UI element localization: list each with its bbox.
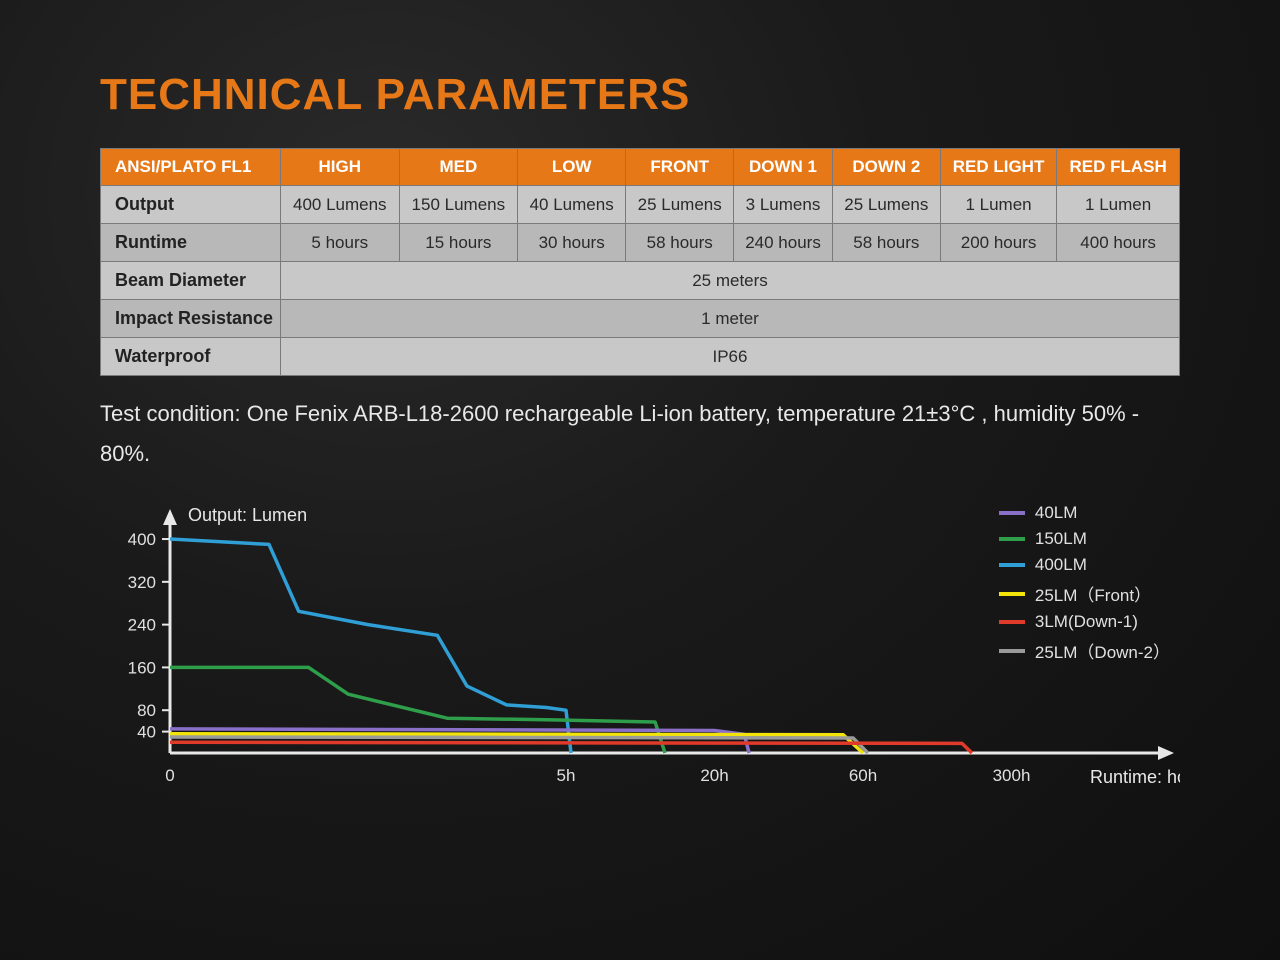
svg-text:80: 80 (137, 701, 156, 720)
legend-item: 150LM (999, 529, 1170, 549)
legend-swatch (999, 649, 1025, 653)
legend-item: 25LM（Front） (999, 581, 1170, 606)
table-col-header: LOW (518, 149, 626, 186)
legend-item: 25LM（Down-2） (999, 638, 1170, 663)
table-row-label: Impact Resistance (101, 300, 281, 338)
svg-text:5h: 5h (557, 766, 576, 785)
table-col-header: RED FLASH (1057, 149, 1180, 186)
table-cell: 3 Lumens (734, 186, 833, 224)
table-cell: 5 hours (281, 224, 400, 262)
legend-label: 3LM(Down-1) (1035, 612, 1138, 632)
table-row-label: Waterproof (101, 338, 281, 376)
table-cell: 40 Lumens (518, 186, 626, 224)
test-condition-caption: Test condition: One Fenix ARB-L18-2600 r… (100, 394, 1180, 473)
svg-text:20h: 20h (700, 766, 728, 785)
legend-label: 400LM (1035, 555, 1087, 575)
table-col-header: RED LIGHT (940, 149, 1056, 186)
legend-label: 25LM（Down-2） (1035, 638, 1170, 663)
svg-text:400: 400 (128, 530, 156, 549)
table-col-header: DOWN 1 (734, 149, 833, 186)
svg-text:300h: 300h (993, 766, 1031, 785)
table-span-cell: 25 meters (281, 262, 1180, 300)
table-cell: 150 Lumens (399, 186, 518, 224)
table-col-header: DOWN 2 (832, 149, 940, 186)
legend-label: 150LM (1035, 529, 1087, 549)
table-cell: 1 Lumen (1057, 186, 1180, 224)
table-cell: 58 hours (832, 224, 940, 262)
table-col-header: FRONT (626, 149, 734, 186)
legend-item: 3LM(Down-1) (999, 612, 1170, 632)
table-cell: 1 Lumen (940, 186, 1056, 224)
page-title: TECHNICAL PARAMETERS (100, 70, 1180, 120)
legend-swatch (999, 620, 1025, 624)
spec-table: ANSI/PLATO FL1HIGHMEDLOWFRONTDOWN 1DOWN … (100, 148, 1180, 376)
legend-label: 40LM (1035, 503, 1078, 523)
table-cell: 25 Lumens (626, 186, 734, 224)
legend-item: 40LM (999, 503, 1170, 523)
svg-text:0: 0 (165, 766, 174, 785)
table-cell: 200 hours (940, 224, 1056, 262)
legend-swatch (999, 537, 1025, 541)
table-cell: 15 hours (399, 224, 518, 262)
svg-text:40: 40 (137, 723, 156, 742)
svg-text:240: 240 (128, 616, 156, 635)
legend-swatch (999, 511, 1025, 515)
table-row-label: Output (101, 186, 281, 224)
table-cell: 58 hours (626, 224, 734, 262)
table-col-header: HIGH (281, 149, 400, 186)
table-corner: ANSI/PLATO FL1 (101, 149, 281, 186)
table-col-header: MED (399, 149, 518, 186)
table-cell: 400 Lumens (281, 186, 400, 224)
svg-text:320: 320 (128, 573, 156, 592)
svg-text:Runtime: hour: Runtime: hour (1090, 767, 1180, 787)
table-span-cell: 1 meter (281, 300, 1180, 338)
table-span-cell: IP66 (281, 338, 1180, 376)
svg-text:Output: Lumen: Output: Lumen (188, 505, 307, 525)
table-cell: 25 Lumens (832, 186, 940, 224)
legend-swatch (999, 592, 1025, 596)
table-row-label: Runtime (101, 224, 281, 262)
table-cell: 400 hours (1057, 224, 1180, 262)
svg-text:160: 160 (128, 659, 156, 678)
legend-label: 25LM（Front） (1035, 581, 1151, 606)
table-row-label: Beam Diameter (101, 262, 281, 300)
legend-swatch (999, 563, 1025, 567)
table-cell: 240 hours (734, 224, 833, 262)
legend-item: 400LM (999, 555, 1170, 575)
table-cell: 30 hours (518, 224, 626, 262)
runtime-chart: Output: Lumen Runtime: hour 40 80 160 240 320 4… (100, 503, 1180, 813)
svg-text:60h: 60h (849, 766, 877, 785)
chart-legend: 40LM 150LM 400LM 25LM（Front） 3LM(Down-1) 25LM… (999, 503, 1170, 669)
